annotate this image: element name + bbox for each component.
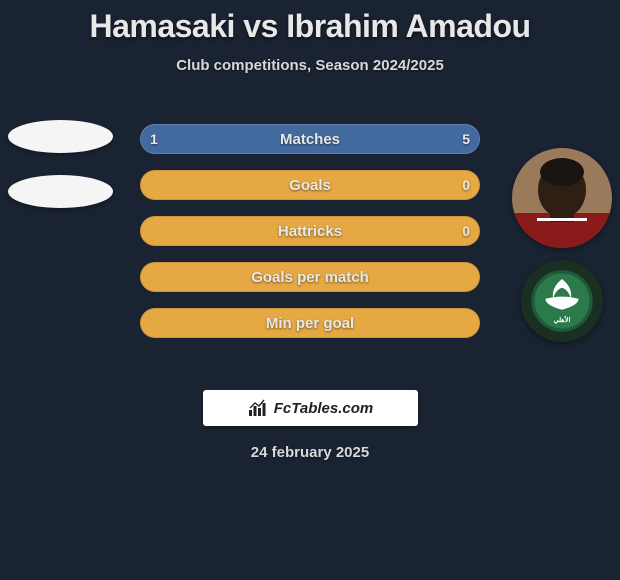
stat-row: Min per goal bbox=[140, 308, 480, 338]
stat-value-right: 0 bbox=[462, 216, 470, 246]
stat-value-right: 0 bbox=[462, 170, 470, 200]
stat-label: Goals per match bbox=[140, 262, 480, 292]
date-line: 24 february 2025 bbox=[0, 444, 620, 461]
brand-box: FcTables.com bbox=[203, 390, 418, 426]
left-player-placeholder-2 bbox=[8, 175, 113, 208]
stat-label: Matches bbox=[140, 124, 480, 154]
stat-label: Min per goal bbox=[140, 308, 480, 338]
left-player-placeholder-1 bbox=[8, 120, 113, 153]
left-player-column bbox=[8, 120, 113, 230]
stat-rows: Matches15Goals0Hattricks0Goals per match… bbox=[140, 124, 480, 354]
right-player-column: الأهلي bbox=[512, 148, 612, 342]
stat-row: Matches1 5 bbox=[140, 124, 480, 154]
stat-row: Goals per match bbox=[140, 262, 480, 292]
stat-row: Hattricks0 bbox=[140, 216, 480, 246]
stat-value-left: 1 bbox=[150, 124, 158, 154]
stat-label: Hattricks bbox=[140, 216, 480, 246]
right-club-logo: الأهلي bbox=[521, 260, 603, 342]
stat-label: Goals bbox=[140, 170, 480, 200]
page-title: Hamasaki vs Ibrahim Amadou bbox=[0, 0, 620, 45]
stat-row: Goals0 bbox=[140, 170, 480, 200]
subtitle: Club competitions, Season 2024/2025 bbox=[0, 57, 620, 74]
brand-chart-icon bbox=[248, 398, 268, 418]
brand-text: FcTables.com bbox=[274, 400, 373, 417]
right-player-photo bbox=[512, 148, 612, 248]
stat-value-right: 5 bbox=[462, 124, 470, 154]
